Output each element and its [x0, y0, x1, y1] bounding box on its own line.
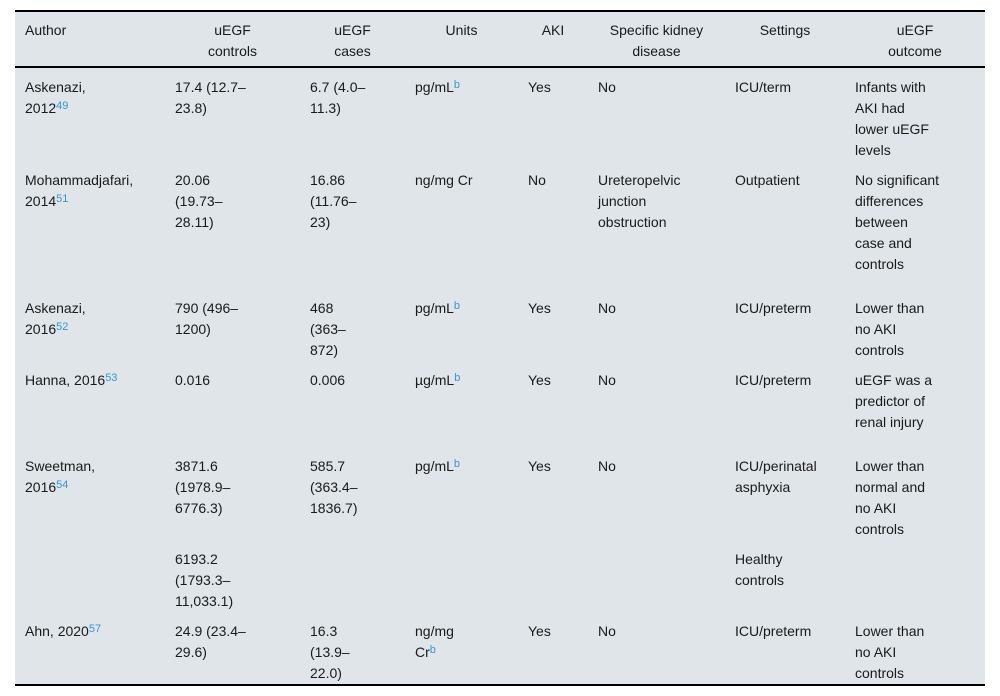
cell-settings: Outpatient — [735, 172, 800, 188]
cell-uegf-cases: 16.3 (13.9–22.0) — [310, 623, 350, 681]
cell-settings: ICU/preterm — [735, 623, 812, 639]
footnote-b-link[interactable]: b — [453, 458, 461, 470]
citation-ref-link[interactable]: 54 — [56, 479, 69, 491]
citation-ref-link[interactable]: 51 — [56, 193, 69, 205]
header-row: Author uEGF controls uEGF cases Units AK… — [15, 11, 985, 68]
cell-author — [15, 540, 165, 612]
cell-uegf-outcome: Lower than no AKI controls — [855, 623, 925, 681]
col-header-settings: Settings — [725, 11, 845, 68]
table-row: Hanna, 201653 0.016 0.006 µg/mLb Yes No … — [15, 361, 985, 447]
cell-aki: Yes — [528, 79, 551, 95]
cell-uegf-cases: 6.7 (4.0–11.3) — [310, 79, 366, 116]
cell-aki — [518, 540, 588, 612]
cell-aki: Yes — [528, 623, 551, 639]
cell-specific-kidney-disease — [588, 540, 725, 612]
cell-uegf-controls: 0.016 — [175, 372, 211, 388]
cell-uegf-controls: 20.06 (19.73–28.11) — [175, 172, 223, 230]
cell-units: pg/mLb — [415, 79, 461, 95]
cell-settings: ICU/preterm — [735, 300, 812, 316]
cell-settings: ICU/perinatal asphyxia — [735, 458, 817, 495]
cell-units: ng/mg Crb — [415, 623, 454, 660]
col-header-uegf-outcome: uEGF outcome — [845, 11, 985, 68]
cell-specific-kidney-disease: No — [598, 372, 616, 388]
table-body: Askenazi, 201249 17.4 (12.7–23.8) 6.7 (4… — [15, 67, 985, 685]
cell-author: Sweetman, 201654 — [25, 458, 96, 495]
citation-ref-link[interactable]: 57 — [88, 623, 102, 635]
table-row: Ahn, 202057 24.9 (23.4–29.6) 16.3 (13.9–… — [15, 612, 985, 685]
cell-uegf-outcome: Infants with AKI had lower uEGF levels — [855, 79, 929, 158]
cell-units: µg/mLb — [415, 372, 461, 388]
cell-aki: Yes — [528, 458, 551, 474]
cell-specific-kidney-disease: No — [598, 300, 616, 316]
footnote-b-link[interactable]: b — [453, 300, 461, 312]
cell-settings: Healthy controls — [735, 551, 785, 588]
footnote-b-link[interactable]: b — [453, 79, 461, 91]
cell-units: pg/mLb — [415, 458, 461, 474]
cell-units: pg/mLb — [415, 300, 461, 316]
col-header-author: Author — [15, 11, 165, 68]
table-header: Author uEGF controls uEGF cases Units AK… — [15, 11, 985, 68]
cell-uegf-cases — [300, 540, 405, 612]
cell-aki: Yes — [528, 300, 551, 316]
cell-specific-kidney-disease: Ureteropelvic junction obstruction — [598, 172, 681, 230]
cell-uegf-outcome: Lower than no AKI controls — [855, 300, 925, 358]
cell-aki: Yes — [528, 372, 551, 388]
cell-uegf-cases: 585.7 (363.4–1836.7) — [310, 458, 358, 516]
cell-author: Ahn, 202057 — [25, 623, 102, 639]
cell-uegf-outcome: Lower than normal and no AKI controls — [855, 458, 926, 537]
cell-uegf-cases: 16.86 (11.76–23) — [310, 172, 357, 230]
col-header-uegf-cases: uEGF cases — [300, 11, 405, 68]
citation-ref-link[interactable]: 49 — [56, 100, 69, 112]
cell-author: Askenazi, 201652 — [25, 300, 86, 337]
cell-specific-kidney-disease: No — [598, 623, 616, 639]
cell-uegf-outcome — [845, 540, 985, 612]
cell-uegf-controls: 6193.2 (1793.3–11,033.1) — [175, 551, 234, 609]
table-row: 6193.2 (1793.3–11,033.1) Healthy control… — [15, 540, 985, 612]
table-row: Askenazi, 201652 790 (496–1200) 468 (363… — [15, 289, 985, 361]
cell-uegf-cases: 0.006 — [310, 372, 346, 388]
cell-uegf-controls: 790 (496–1200) — [175, 300, 239, 337]
cell-uegf-controls: 17.4 (12.7–23.8) — [175, 79, 246, 116]
table-row: Askenazi, 201249 17.4 (12.7–23.8) 6.7 (4… — [15, 67, 985, 161]
footnote-b-link[interactable]: b — [429, 644, 436, 656]
uegf-studies-table: Author uEGF controls uEGF cases Units AK… — [15, 10, 985, 686]
cell-uegf-cases: 468 (363–872) — [310, 300, 346, 358]
cell-settings: ICU/preterm — [735, 372, 812, 388]
col-header-specific-kidney-disease: Specific kidney disease — [588, 11, 725, 68]
cell-units: ng/mg Cr — [415, 172, 473, 188]
cell-uegf-controls: 24.9 (23.4–29.6) — [175, 623, 246, 660]
cell-aki: No — [528, 172, 546, 188]
citation-ref-link[interactable]: 52 — [56, 321, 69, 333]
citation-ref-link[interactable]: 53 — [105, 372, 118, 384]
col-header-uegf-controls: uEGF controls — [165, 11, 300, 68]
cell-uegf-outcome: uEGF was a predictor of renal injury — [855, 372, 933, 430]
col-header-aki: AKI — [518, 11, 588, 68]
cell-uegf-outcome: No significant differences between case … — [855, 172, 940, 272]
cell-uegf-controls: 3871.6 (1978.9–6776.3) — [175, 458, 231, 516]
table-row: Sweetman, 201654 3871.6 (1978.9–6776.3) … — [15, 447, 985, 540]
cell-author: Askenazi, 201249 — [25, 79, 86, 116]
cell-specific-kidney-disease: No — [598, 458, 616, 474]
col-header-units: Units — [405, 11, 518, 68]
cell-specific-kidney-disease: No — [598, 79, 616, 95]
footnote-b-link[interactable]: b — [454, 372, 461, 384]
cell-units — [405, 540, 518, 612]
cell-settings: ICU/term — [735, 79, 791, 95]
cell-author: Hanna, 201653 — [25, 372, 118, 388]
cell-author: Mohammadjafari, 201451 — [25, 172, 134, 209]
table-row: Mohammadjafari, 201451 20.06 (19.73–28.1… — [15, 161, 985, 289]
